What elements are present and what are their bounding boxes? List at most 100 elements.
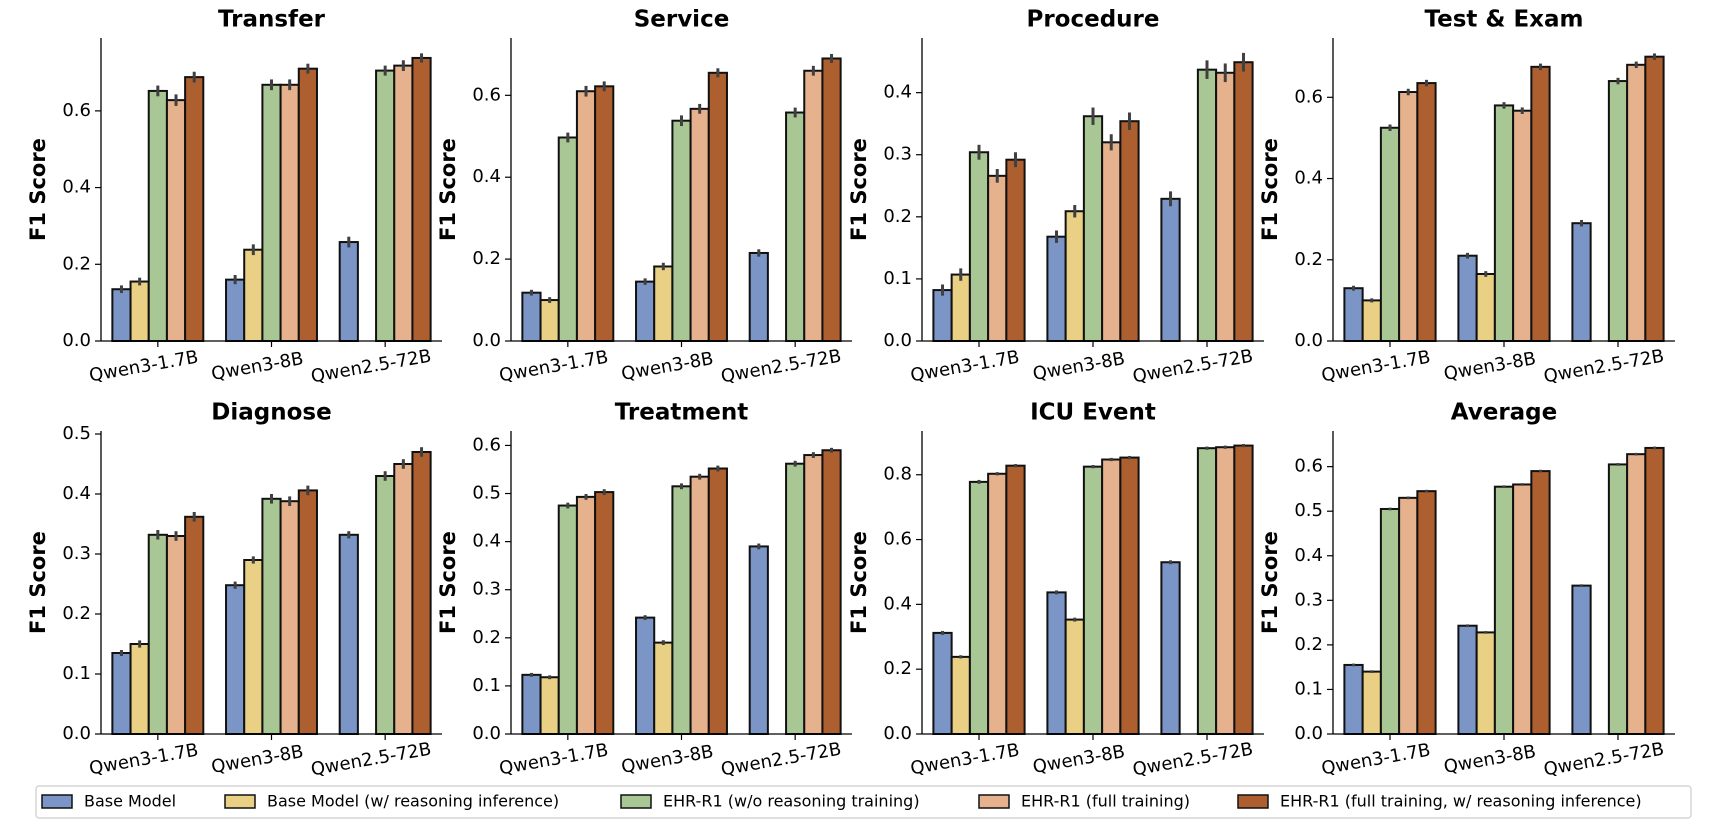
bar: [635, 616, 656, 735]
chart-title: Procedure: [1026, 7, 1159, 33]
bar: [1160, 561, 1181, 735]
chart-title: ICU Event: [1030, 400, 1156, 426]
bar: [165, 535, 187, 735]
legend-swatch: [224, 794, 256, 809]
y-tick-label: 0.2: [472, 627, 501, 648]
legend-swatch: [620, 794, 652, 809]
bar: [689, 475, 710, 735]
x-tick-label: Qwen2.5-72B: [1131, 739, 1255, 781]
x-tick-label: Qwen3-8B: [1442, 741, 1537, 778]
y-tick-label: 0.2: [1294, 634, 1323, 655]
bar: [987, 472, 1008, 735]
bar: [297, 67, 318, 343]
y-tick-label: 0.0: [883, 330, 912, 351]
bar: [1196, 68, 1218, 342]
bar: [1046, 235, 1067, 342]
bar: [689, 107, 710, 342]
bar: [521, 291, 542, 342]
y-tick-label: 0.6: [472, 434, 501, 455]
bar: [821, 449, 842, 735]
y-tick-label: 0.4: [472, 531, 501, 552]
y-tick-label: 0.4: [883, 593, 912, 614]
bar: [950, 273, 971, 343]
bar: [1493, 485, 1515, 735]
bar: [1475, 272, 1496, 342]
y-tick-label: 0.2: [1294, 249, 1323, 270]
bar: [803, 454, 824, 735]
y-tick-label: 0.6: [883, 529, 912, 550]
bar: [575, 90, 597, 342]
x-tick-label: Qwen2.5-72B: [309, 739, 433, 781]
bar: [1215, 446, 1236, 735]
x-tick-label: Qwen3-8B: [620, 741, 715, 778]
y-tick-label: 0.2: [62, 603, 91, 624]
y-axis-label: F1 Score: [26, 531, 50, 634]
y-tick-label: 0.0: [1294, 723, 1323, 744]
y-tick-label: 0.6: [1294, 456, 1323, 477]
y-tick-label: 0.0: [883, 723, 912, 744]
bar: [411, 451, 432, 735]
y-tick-label: 0.0: [472, 723, 501, 744]
bar: [575, 495, 597, 735]
bar: [1416, 490, 1437, 735]
chart-title: Transfer: [218, 7, 326, 33]
y-tick-label: 0.6: [62, 100, 91, 121]
bar: [539, 299, 560, 342]
legend-swatch: [1237, 794, 1269, 809]
y-tick-label: 0.1: [62, 663, 91, 684]
bar: [748, 251, 769, 342]
bar: [1101, 141, 1122, 342]
bar: [1082, 465, 1104, 735]
y-tick-label: 0.6: [472, 84, 501, 105]
bar: [557, 504, 578, 735]
bar: [1233, 61, 1254, 343]
chart-title: Average: [1451, 400, 1558, 426]
bar: [393, 463, 414, 735]
bar: [707, 71, 728, 343]
bar: [1512, 483, 1533, 735]
bar: [411, 56, 432, 342]
bar: [1215, 71, 1236, 343]
legend-label: EHR-R1 (w/o reasoning training): [663, 792, 920, 811]
bar: [243, 248, 264, 343]
x-tick-label: Qwen3-1.7B: [498, 347, 610, 387]
bar: [1644, 55, 1665, 342]
bar: [968, 151, 990, 342]
bar: [785, 111, 806, 342]
bar: [1064, 210, 1085, 342]
bar: [594, 491, 615, 736]
bar: [1530, 65, 1551, 342]
bar: [1160, 197, 1181, 342]
y-tick-label: 0.5: [62, 423, 91, 444]
bar: [165, 99, 187, 343]
x-tick-label: Qwen3-8B: [210, 348, 305, 385]
bar: [1512, 109, 1533, 342]
x-tick-label: Qwen2.5-72B: [719, 739, 843, 781]
x-tick-label: Qwen3-8B: [1442, 348, 1537, 385]
x-tick-label: Qwen2.5-72B: [1542, 346, 1666, 388]
bar: [1379, 507, 1401, 735]
bar: [1475, 631, 1496, 735]
bar: [932, 289, 953, 342]
bar: [950, 655, 971, 736]
y-tick-label: 0.4: [472, 166, 501, 187]
bar: [111, 288, 132, 343]
bar: [1398, 496, 1419, 735]
y-tick-label: 0.2: [472, 248, 501, 269]
bar: [279, 83, 300, 342]
bar: [129, 643, 150, 735]
x-tick-label: Qwen2.5-72B: [1131, 346, 1255, 388]
bar: [748, 545, 769, 736]
x-tick-label: Qwen3-8B: [1031, 348, 1126, 385]
bar: [635, 280, 656, 343]
bar: [671, 485, 692, 735]
legend-label: EHR-R1 (full training, w/ reasoning infe…: [1280, 792, 1642, 811]
bar: [521, 673, 542, 735]
bar: [225, 584, 246, 736]
bar: [1379, 126, 1401, 342]
y-axis-label: F1 Score: [436, 531, 460, 634]
x-tick-label: Qwen3-1.7B: [1320, 347, 1432, 387]
y-axis-label: F1 Score: [1258, 531, 1282, 634]
x-tick-label: Qwen3-8B: [1031, 741, 1126, 778]
